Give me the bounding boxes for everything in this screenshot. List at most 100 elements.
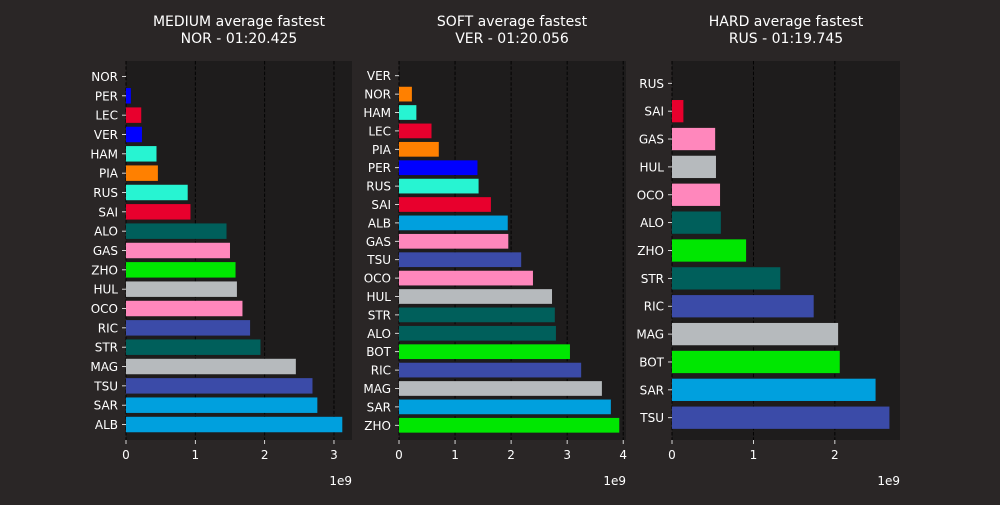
bar-mag (399, 381, 602, 396)
y-tick-label: SAR (640, 383, 664, 397)
x-tick-label: 1 (750, 448, 758, 462)
y-tick-label: MAG (363, 382, 391, 396)
x-tick-label: 4 (619, 448, 627, 462)
bar-ric (126, 320, 251, 336)
bar-alo (126, 223, 227, 239)
panel-soft: SOFT average fastest VER - 01:20.056 (437, 14, 588, 47)
panel-title: HARD average fastest (709, 14, 864, 30)
bar-mag (126, 358, 296, 375)
y-tick-label: GAS (639, 133, 664, 147)
y-tick-label: RIC (644, 300, 664, 314)
bar-sai (399, 197, 491, 212)
bar-mag (672, 322, 839, 346)
bar-gas (672, 127, 716, 151)
axes-1: 0 1 2 3 4 1e9 VER NOR HAM LEC PIA PER RUS SAI ALB GAS TS… (363, 61, 627, 488)
axis-offset-label: 1e9 (329, 474, 352, 488)
y-tick-label: MAG (90, 360, 118, 374)
y-tick-label: TSU (639, 411, 664, 425)
y-tick-label: HAM (90, 147, 118, 161)
bar-bot (672, 350, 840, 374)
y-tick-label: STR (368, 308, 391, 322)
y-tick-label: LEC (95, 109, 118, 123)
y-tick-label: PIA (99, 167, 119, 181)
y-tick-label: SAI (644, 105, 664, 119)
bar-sai (672, 100, 684, 123)
y-tick-label: ALO (367, 327, 391, 341)
y-tick-label: ZHO (91, 263, 118, 277)
x-tick-label: 3 (563, 448, 571, 462)
y-tick-label: BOT (639, 355, 664, 369)
y-tick-label: HAM (363, 106, 391, 120)
y-tick-label: RIC (371, 364, 391, 378)
y-tick-label: TSU (366, 253, 391, 267)
y-tick-label: NOR (91, 70, 118, 84)
y-tick-label: HUL (94, 283, 119, 297)
y-tick-label: HUL (640, 160, 665, 174)
bar-alb (126, 416, 343, 433)
bar-gas (399, 233, 509, 249)
bar-ric (672, 295, 814, 318)
panel-title: MEDIUM average fastest (153, 14, 326, 30)
bar-pia (126, 165, 158, 181)
axis-offset-label: 1e9 (877, 474, 900, 488)
y-tick-label: LEC (368, 124, 391, 138)
bar-alo (672, 211, 721, 234)
axis-offset-label: 1e9 (603, 474, 626, 488)
bar-lec (126, 107, 142, 123)
y-tick-label: BOT (366, 345, 391, 359)
bar-alb (399, 215, 508, 231)
x-tick-label: 0 (668, 448, 676, 462)
y-tick-label: VER (367, 69, 391, 83)
x-tick-label: 0 (122, 448, 130, 462)
bar-sar (672, 378, 876, 401)
x-tick-label: 1 (451, 448, 459, 462)
bar-ham (126, 146, 157, 162)
bar-lec (399, 123, 432, 139)
y-tick-label: ALO (94, 225, 118, 239)
bar-alo (399, 325, 556, 341)
y-tick-label: GAS (366, 235, 391, 249)
y-tick-label: TSU (93, 379, 118, 393)
bar-ham (399, 105, 417, 120)
y-tick-label: OCO (364, 272, 391, 286)
bar-sar (399, 399, 611, 415)
y-tick-label: PER (95, 89, 118, 103)
bar-hul (399, 289, 553, 304)
panel-title: SOFT average fastest (437, 14, 588, 30)
bar-zho (126, 262, 236, 278)
y-tick-label: STR (641, 272, 664, 286)
x-tick-label: 0 (395, 448, 403, 462)
panel-hard: HARD average fastest RUS - 01:19.745 (709, 14, 864, 47)
panel-subtitle: NOR - 01:20.425 (181, 31, 298, 47)
bar-per (399, 160, 478, 176)
y-tick-label: MAG (636, 328, 664, 342)
bar-rus (126, 184, 188, 201)
axes-2: 0 1 2 1e9 RUS SAI GAS HUL OCO ALO ZHO STR RIC MAG BOT S… (636, 61, 900, 488)
y-tick-label: SAR (94, 399, 118, 413)
bar-oco (672, 183, 721, 206)
y-tick-label: RIC (98, 321, 118, 335)
y-tick-label: ZHO (364, 419, 391, 433)
bar-tsu (399, 252, 522, 268)
bar-pia (399, 141, 439, 157)
x-tick-label: 2 (261, 448, 269, 462)
y-tick-label: STR (95, 341, 118, 355)
y-tick-label: PER (368, 161, 391, 175)
bar-per (126, 88, 131, 104)
bar-sai (126, 204, 191, 220)
bar-sar (126, 397, 318, 413)
y-tick-label: SAR (367, 400, 391, 414)
bar-str (672, 267, 781, 290)
y-tick-label: OCO (91, 302, 118, 316)
y-tick-label: RUS (93, 186, 118, 200)
bar-oco (126, 300, 243, 317)
x-tick-label: 1 (192, 448, 200, 462)
y-tick-label: ALO (640, 216, 664, 230)
bar-zho (672, 239, 747, 262)
bar-tsu (672, 406, 890, 429)
bar-gas (126, 242, 230, 259)
y-tick-label: PIA (372, 143, 392, 157)
x-tick-label: 3 (330, 448, 338, 462)
bar-rus (399, 178, 479, 194)
x-tick-label: 2 (831, 448, 839, 462)
